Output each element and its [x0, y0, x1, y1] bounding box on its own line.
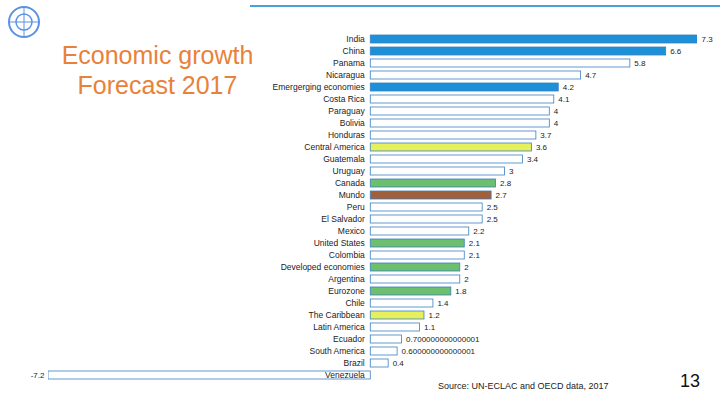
svg-text:United States: United States — [314, 238, 365, 248]
svg-text:3.4: 3.4 — [527, 155, 539, 164]
html-text:Economic growth Forecast 2017: Economic growth Forecast 2017 — [61, 41, 254, 99]
svg-text:-7.2: -7.2 — [31, 371, 45, 380]
svg-text:Central America: Central America — [304, 142, 365, 152]
svg-text:Eurozone: Eurozone — [328, 286, 365, 296]
svg-text:3.7: 3.7 — [540, 131, 552, 140]
svg-text:Ecuador: Ecuador — [333, 334, 365, 344]
svg-text:2.1: 2.1 — [469, 239, 481, 248]
svg-text:Peru: Peru — [347, 202, 365, 212]
svg-text:Bolivia: Bolivia — [340, 118, 365, 128]
svg-text:2.1: 2.1 — [469, 251, 481, 260]
svg-text:Venezuela: Venezuela — [325, 370, 365, 380]
svg-text:1.1: 1.1 — [424, 323, 436, 332]
svg-text:5.8: 5.8 — [634, 59, 646, 68]
svg-text:Honduras: Honduras — [328, 130, 365, 140]
svg-text:2.7: 2.7 — [496, 191, 508, 200]
svg-text:7.3: 7.3 — [702, 35, 714, 44]
svg-text:Chile: Chile — [345, 298, 365, 308]
svg-text:Mexico: Mexico — [338, 226, 365, 236]
html-text:Source: UN-ECLAC and OECD data: Source: UN-ECLAC and OECD data, 2017 — [438, 381, 609, 391]
svg-text:Uruguay: Uruguay — [333, 166, 366, 176]
svg-text:4.7: 4.7 — [585, 71, 597, 80]
svg-text:Argentina: Argentina — [328, 274, 365, 284]
svg-text:China: China — [343, 46, 365, 56]
svg-text:Guatemala: Guatemala — [323, 154, 365, 164]
svg-text:2.5: 2.5 — [487, 203, 499, 212]
svg-text:Nicaragua: Nicaragua — [326, 70, 365, 80]
svg-text:Emergerging economies: Emergerging economies — [273, 82, 365, 92]
svg-text:Canada: Canada — [335, 178, 365, 188]
svg-text:Costa Rica: Costa Rica — [323, 94, 365, 104]
svg-text:3.6: 3.6 — [536, 143, 548, 152]
svg-text:4.2: 4.2 — [563, 83, 575, 92]
svg-text:2: 2 — [464, 275, 469, 284]
svg-text:0.700000000000001: 0.700000000000001 — [406, 335, 480, 344]
svg-text:2.2: 2.2 — [473, 227, 485, 236]
svg-text:Brazil: Brazil — [343, 358, 364, 368]
svg-text:Colombia: Colombia — [329, 250, 365, 260]
svg-text:4: 4 — [554, 119, 559, 128]
svg-text:1.8: 1.8 — [455, 287, 467, 296]
svg-text:The Caribbean: The Caribbean — [309, 310, 366, 320]
svg-text:1.2: 1.2 — [428, 311, 440, 320]
svg-text:Developed economies: Developed economies — [281, 262, 365, 272]
svg-text:South America: South America — [309, 346, 365, 356]
svg-text:1.4: 1.4 — [437, 299, 449, 308]
svg-text:2.8: 2.8 — [500, 179, 512, 188]
svg-text:4: 4 — [554, 107, 559, 116]
svg-text:4.1: 4.1 — [558, 95, 570, 104]
svg-text:India: India — [346, 34, 365, 44]
svg-text:Panama: Panama — [333, 58, 365, 68]
svg-text:El Salvador: El Salvador — [321, 214, 365, 224]
svg-text:Latin America: Latin America — [313, 322, 365, 332]
svg-text:Paraguay: Paraguay — [328, 106, 365, 116]
svg-text:Mundo: Mundo — [339, 190, 365, 200]
svg-text:6.6: 6.6 — [670, 47, 682, 56]
svg-text:0.600000000000001: 0.600000000000001 — [402, 347, 476, 356]
svg-text:2.5: 2.5 — [487, 215, 499, 224]
svg-text:2: 2 — [464, 263, 469, 272]
svg-text:3: 3 — [509, 167, 514, 176]
html-text:13: 13 — [680, 371, 700, 391]
svg-text:0.4: 0.4 — [393, 359, 405, 368]
